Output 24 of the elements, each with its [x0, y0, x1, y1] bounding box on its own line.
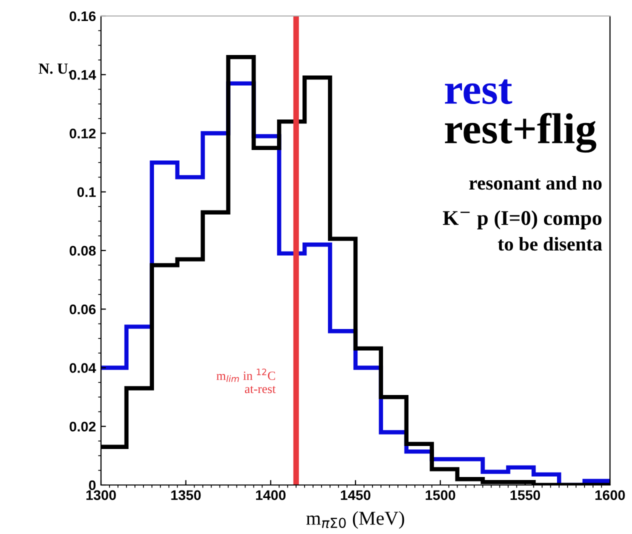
- y-tick-label: 0.02: [70, 422, 96, 432]
- annotation: resonant and no: [469, 176, 602, 190]
- x-axis-title: m$_{πΣ0}$ (MeV): [306, 511, 404, 529]
- x-tick-label: 1350: [171, 490, 201, 500]
- y-tick-label: 0.14: [70, 70, 96, 80]
- x-tick-label: 1500: [426, 490, 456, 500]
- y-tick-label: 0.1: [77, 187, 96, 198]
- x-tick-label: 1550: [510, 490, 540, 500]
- y-tick-label: 0.04: [70, 363, 96, 373]
- annotation: K$^{−}$ p (I=0) compo: [442, 210, 602, 230]
- x-tick-label: 1400: [256, 490, 286, 500]
- y-axis-title: N. U.: [38, 64, 72, 74]
- y-tick-label: 0.12: [70, 128, 96, 138]
- annotation: to be disenta: [498, 236, 602, 251]
- y-tick-label: 0.16: [70, 11, 96, 22]
- x-tick-label: 1600: [595, 490, 625, 500]
- y-tick-label: 0.08: [70, 246, 96, 256]
- y-tick-label: 0.06: [70, 304, 96, 314]
- ref-line-label: m$_{lim}$ in $^{12}$C at-rest: [216, 368, 276, 394]
- text: rest: [444, 79, 512, 104]
- y-tick-label: 0: [88, 480, 96, 490]
- text: rest+flig: [444, 112, 596, 153]
- x-tick-label: 1450: [340, 490, 370, 500]
- x-tick-label: 1300: [86, 490, 116, 500]
